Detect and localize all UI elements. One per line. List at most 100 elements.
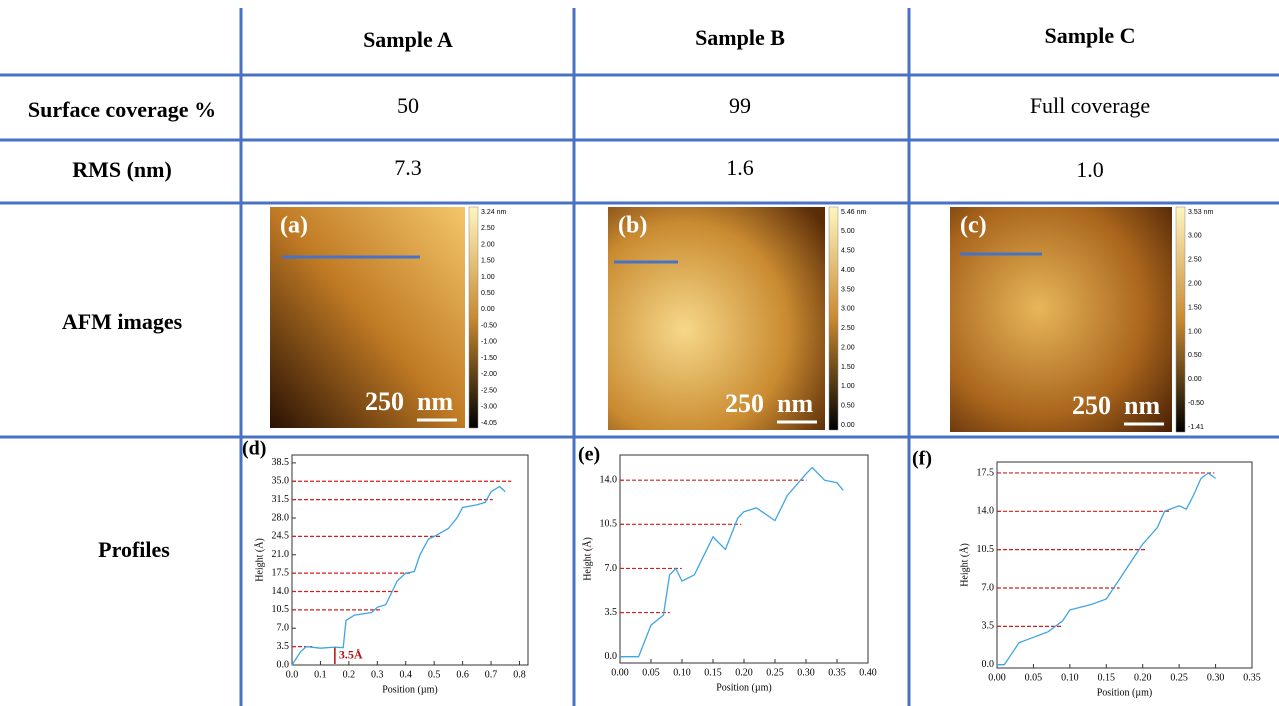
colorbar-label: -2.50 bbox=[481, 387, 497, 394]
colorbar-label: 0.50 bbox=[481, 290, 495, 297]
colorbar-label: 2.00 bbox=[1188, 281, 1202, 288]
x-tick-label: 0.10 bbox=[673, 667, 691, 678]
scale-unit: nm bbox=[777, 389, 813, 418]
afm-image bbox=[270, 207, 465, 428]
colorbar-label: 2.50 bbox=[1188, 257, 1202, 264]
row-label: RMS (nm) bbox=[72, 157, 172, 182]
x-tick-label: 0.4 bbox=[399, 669, 412, 680]
colorbar-label: 0.00 bbox=[1188, 376, 1202, 383]
x-tick-label: 0.8 bbox=[513, 669, 526, 680]
chart-label: (f) bbox=[912, 448, 932, 470]
colorbar-label: 1.00 bbox=[481, 274, 495, 281]
y-tick-label: 14.0 bbox=[600, 475, 618, 486]
y-tick-label: 14.0 bbox=[272, 586, 290, 597]
x-tick-label: 0.15 bbox=[1098, 672, 1116, 683]
colorbar-label: 1.50 bbox=[1188, 304, 1202, 311]
plot-frame bbox=[619, 454, 869, 664]
x-axis-label: Position (µm) bbox=[716, 682, 772, 693]
y-tick-label: 17.5 bbox=[272, 567, 290, 578]
y-tick-label: 7.0 bbox=[982, 582, 995, 593]
cell: 50 bbox=[397, 93, 419, 118]
scale-value: 250 bbox=[1072, 391, 1111, 420]
x-tick-label: 0.0 bbox=[286, 669, 299, 680]
profile-line bbox=[291, 485, 506, 666]
row-label: Surface coverage % bbox=[28, 97, 216, 122]
y-tick-label: 3.5 bbox=[605, 607, 618, 618]
colorbar-label: 3.50 bbox=[841, 286, 855, 293]
x-axis-label: Position (µm) bbox=[1097, 687, 1153, 698]
colorbar bbox=[468, 206, 479, 429]
scale-value: 250 bbox=[365, 387, 404, 416]
y-tick-label: 0.0 bbox=[982, 659, 995, 670]
colorbar bbox=[1175, 206, 1186, 433]
x-tick-label: 0.00 bbox=[611, 667, 629, 678]
colorbar-label: 1.50 bbox=[481, 258, 495, 265]
colorbar-label: 3.00 bbox=[1188, 233, 1202, 240]
annotation: 3.5Å bbox=[339, 648, 363, 662]
x-tick-label: 0.2 bbox=[343, 669, 356, 680]
x-tick-label: 0.05 bbox=[1025, 672, 1043, 683]
colorbar-label: 3.24 nm bbox=[481, 209, 506, 216]
colorbar-label: 5.00 bbox=[841, 228, 855, 235]
y-tick-label: 28.0 bbox=[272, 512, 290, 523]
x-tick-label: 0.3 bbox=[371, 669, 384, 680]
scale-unit: nm bbox=[1124, 391, 1160, 420]
y-tick-label: 0.0 bbox=[605, 651, 618, 662]
colorbar-label: 2.50 bbox=[841, 325, 855, 332]
colorbar-label: -1.50 bbox=[481, 355, 497, 362]
y-axis-label: Height (Å) bbox=[958, 543, 970, 587]
colorbar-label: 2.00 bbox=[481, 241, 495, 248]
x-tick-label: 0.35 bbox=[828, 667, 846, 678]
y-tick-label: 31.5 bbox=[272, 494, 290, 505]
plot-frame bbox=[291, 454, 529, 666]
cell: 1.0 bbox=[1076, 157, 1104, 182]
x-tick-label: 0.30 bbox=[797, 667, 815, 678]
afm-image bbox=[950, 207, 1172, 432]
x-tick-label: 0.25 bbox=[1170, 672, 1188, 683]
colorbar-label: 5.46 nm bbox=[841, 209, 866, 216]
y-tick-label: 14.0 bbox=[977, 506, 995, 517]
plot-frame bbox=[996, 461, 1253, 669]
x-tick-label: 0.40 bbox=[859, 667, 877, 678]
x-tick-label: 0.7 bbox=[485, 669, 498, 680]
scale-value: 250 bbox=[725, 389, 764, 418]
colorbar-label: -3.00 bbox=[481, 404, 497, 411]
x-tick-label: 0.15 bbox=[704, 667, 722, 678]
image-label: (a) bbox=[280, 213, 308, 239]
cell: Full coverage bbox=[1030, 93, 1150, 118]
colorbar-label: 0.50 bbox=[1188, 352, 1202, 359]
colorbar-label: 4.00 bbox=[841, 267, 855, 274]
x-tick-label: 0.00 bbox=[988, 672, 1006, 683]
colorbar-label: -0.50 bbox=[481, 322, 497, 329]
row-label: Profiles bbox=[98, 537, 170, 562]
y-tick-label: 10.5 bbox=[272, 604, 290, 615]
colorbar-label: 3.00 bbox=[841, 306, 855, 313]
cell: 7.3 bbox=[394, 155, 422, 180]
profile-line bbox=[620, 466, 844, 658]
chart-label: (d) bbox=[242, 438, 266, 460]
y-tick-label: 17.5 bbox=[977, 467, 995, 478]
colorbar bbox=[828, 206, 839, 431]
colorbar-label: 3.53 nm bbox=[1188, 209, 1213, 216]
y-axis-label: Height (Å) bbox=[253, 538, 265, 582]
column-header: Sample B bbox=[695, 25, 785, 50]
profile-line bbox=[997, 472, 1216, 666]
colorbar-label: -1.00 bbox=[481, 339, 497, 346]
x-tick-label: 0.5 bbox=[428, 669, 441, 680]
colorbar-label: 0.00 bbox=[841, 422, 855, 429]
x-tick-label: 0.35 bbox=[1243, 672, 1261, 683]
colorbar-label: -0.50 bbox=[1188, 400, 1204, 407]
colorbar-label: -1.41 bbox=[1188, 424, 1204, 431]
x-tick-label: 0.05 bbox=[642, 667, 660, 678]
x-tick-label: 0.20 bbox=[1134, 672, 1152, 683]
cell: 99 bbox=[729, 93, 751, 118]
y-axis-label: Height (Å) bbox=[581, 537, 593, 581]
y-tick-label: 3.5 bbox=[277, 641, 290, 652]
chart-label: (e) bbox=[578, 444, 600, 466]
table-grid bbox=[0, 8, 1279, 706]
colorbar-label: -2.00 bbox=[481, 371, 497, 378]
x-tick-label: 0.1 bbox=[314, 669, 327, 680]
colorbar-label: 4.50 bbox=[841, 248, 855, 255]
x-tick-label: 0.10 bbox=[1061, 672, 1079, 683]
